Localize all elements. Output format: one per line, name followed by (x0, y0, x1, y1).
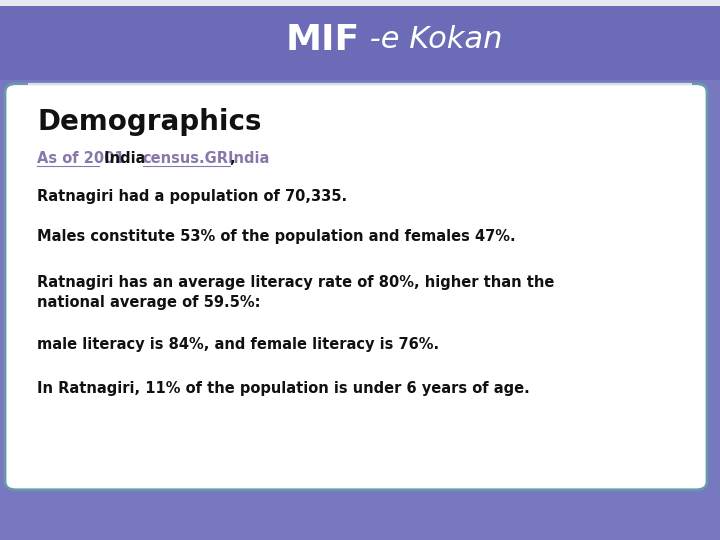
Bar (0, 0, 720, 80)
Text: In Ratnagiri, 11% of the population is under 6 years of age.: In Ratnagiri, 11% of the population is u… (37, 381, 530, 396)
Text: male literacy is 84%, and female literacy is 76%.: male literacy is 84%, and female literac… (37, 338, 440, 353)
Text: Demographics: Demographics (37, 108, 262, 136)
FancyBboxPatch shape (5, 84, 707, 490)
Text: Males constitute 53% of the population and females 47%.: Males constitute 53% of the population a… (37, 230, 516, 245)
Text: census.GRIndia: census.GRIndia (143, 151, 270, 166)
Bar (0, 0, 720, 6)
Text: ,: , (230, 151, 235, 166)
Text: MIF: MIF (286, 23, 360, 57)
Text: India: India (99, 151, 151, 166)
Text: Ratnagiri had a population of 70,335.: Ratnagiri had a population of 70,335. (37, 189, 348, 204)
Text: As of 2001: As of 2001 (37, 151, 125, 166)
Text: -e Kokan: -e Kokan (360, 25, 503, 55)
Text: Ratnagiri has an average literacy rate of 80%, higher than the
national average : Ratnagiri has an average literacy rate o… (37, 275, 555, 309)
